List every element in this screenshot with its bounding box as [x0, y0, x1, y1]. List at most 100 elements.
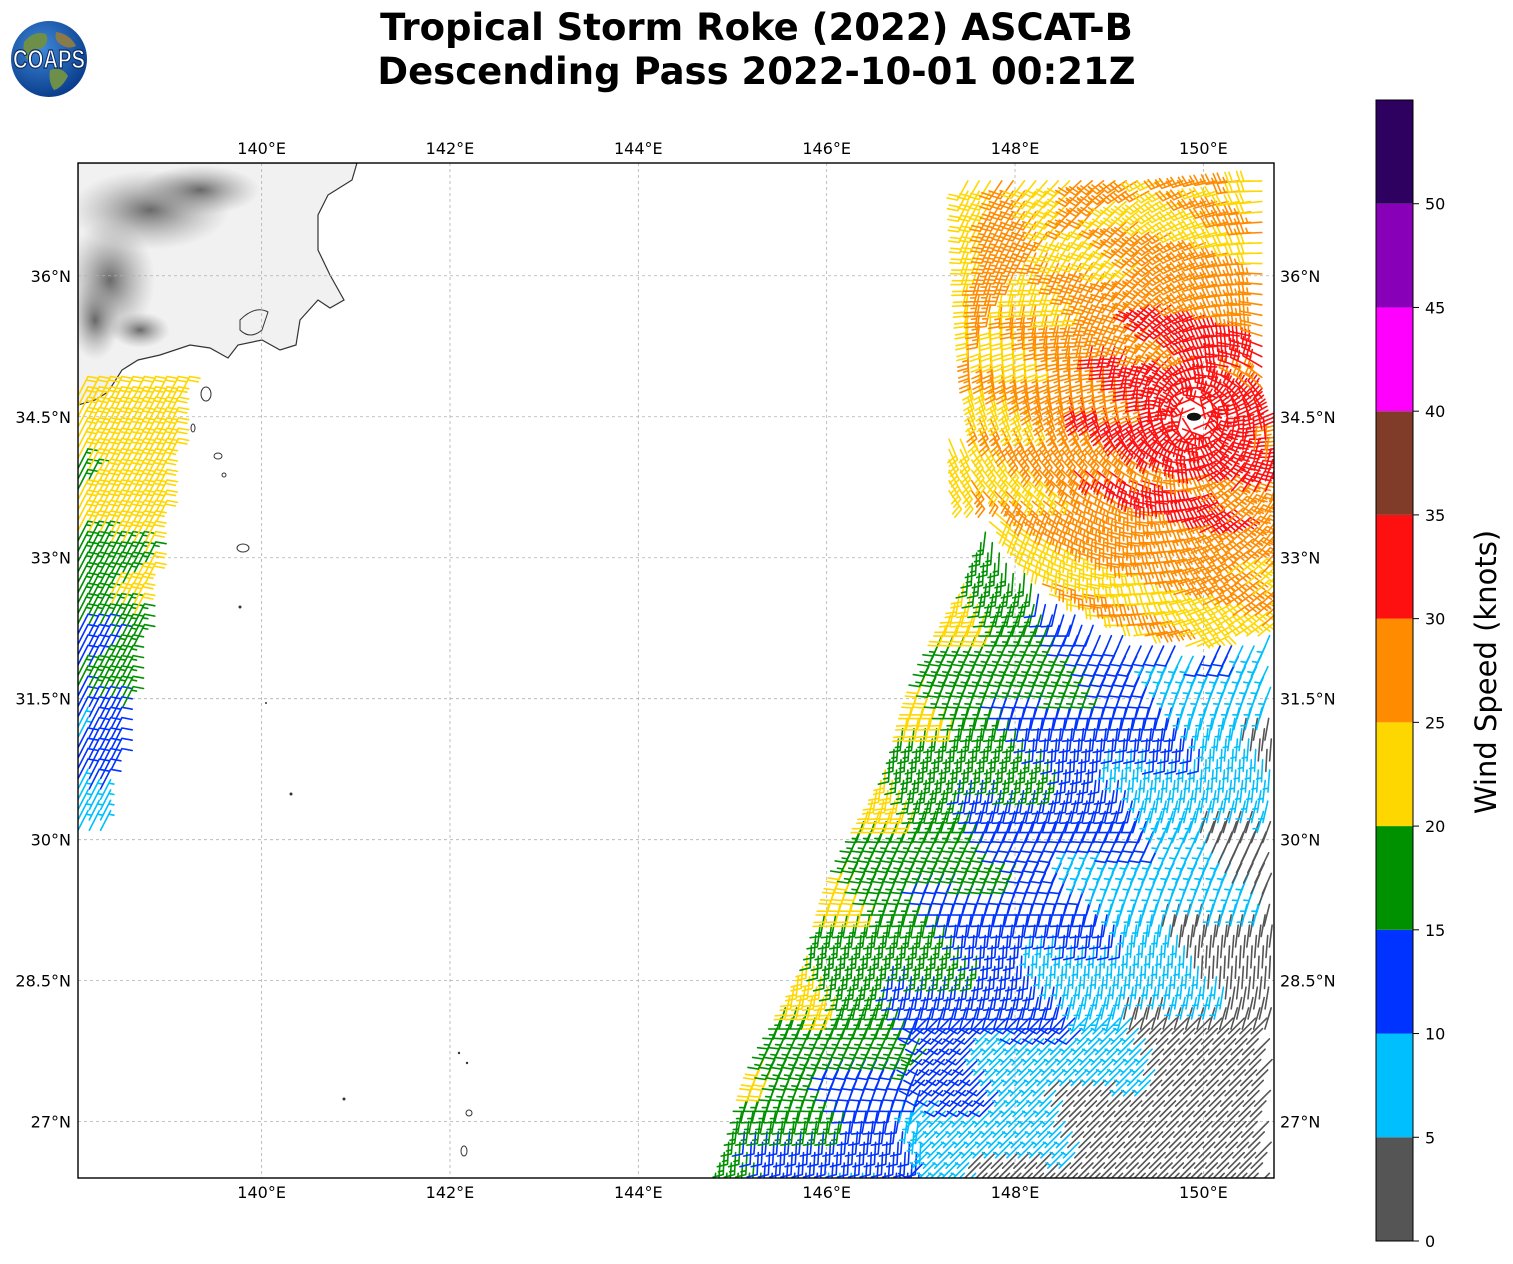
wind-barb — [978, 314, 992, 341]
wind-barb — [959, 1069, 986, 1087]
wind-barb — [1262, 528, 1274, 544]
wind-barb — [111, 747, 133, 769]
wind-barb — [1111, 417, 1125, 447]
wind-barb — [821, 945, 835, 972]
wind-barb — [1237, 1048, 1255, 1066]
wind-barb — [1235, 1079, 1253, 1097]
wind-barb — [1110, 190, 1139, 204]
wind-barb — [1247, 536, 1274, 554]
wind-barb — [1023, 428, 1036, 457]
wind-barb — [1145, 345, 1173, 362]
wind-barb — [1251, 1069, 1269, 1087]
wind-barb — [1225, 283, 1252, 296]
wind-barb — [1088, 1048, 1108, 1066]
wind-barb — [1013, 1120, 1032, 1138]
wind-barb — [1129, 1089, 1147, 1107]
wind-barb — [1210, 1058, 1228, 1076]
wind-barb — [1028, 562, 1050, 584]
wind-barb — [1039, 293, 1060, 317]
wind-barb — [1240, 1120, 1258, 1138]
wind-barb — [1102, 521, 1125, 540]
wind-barb — [1074, 934, 1088, 961]
wind-barb — [1118, 1058, 1138, 1076]
wind-barb — [1223, 779, 1233, 804]
colorbar-tick-label: 35 — [1425, 506, 1445, 525]
wind-barb — [1260, 914, 1266, 938]
wind-barb — [88, 375, 111, 397]
wind-barb — [1046, 614, 1065, 637]
wind-barb — [1233, 728, 1243, 752]
wind-barb — [1137, 1151, 1155, 1169]
lon-ticks-bottom: 140°E 142°E 144°E 146°E 148°E 150°E — [237, 1183, 1227, 1202]
lon-tick-label-top: 148°E — [991, 139, 1040, 158]
wind-barb — [1077, 738, 1092, 765]
wind-barb — [1163, 717, 1180, 743]
wind-barb — [1152, 1089, 1170, 1107]
wind-barb — [1146, 986, 1157, 1010]
wind-barb — [1107, 1141, 1125, 1159]
lat-tick-label-right: 33°N — [1280, 549, 1320, 568]
wind-barb — [946, 800, 964, 825]
lat-tick-label-left: 28.5°N — [15, 972, 71, 991]
wind-barb — [1050, 293, 1071, 316]
wind-barb — [1179, 738, 1193, 765]
wind-barb — [1150, 1172, 1158, 1178]
wind-barb — [1062, 314, 1082, 337]
wind-barb — [1014, 800, 1032, 825]
wind-barb — [946, 1100, 973, 1118]
wind-barb — [133, 603, 156, 625]
wind-barb — [943, 996, 960, 1021]
wind-barb — [1143, 645, 1165, 667]
wind-barb — [1135, 986, 1146, 1010]
wind-barb — [1168, 655, 1183, 677]
wind-barb — [1245, 955, 1249, 979]
wind-barb — [156, 375, 179, 397]
wind-barb — [974, 304, 992, 329]
wind-barb — [1171, 1151, 1189, 1169]
wind-barb — [1098, 1110, 1116, 1128]
wind-barb — [1125, 428, 1139, 457]
wind-barb — [1222, 1110, 1240, 1128]
colorbar-tick-label: 20 — [1425, 817, 1445, 836]
wind-barb — [1075, 945, 1084, 969]
wind-barb — [1015, 1141, 1035, 1159]
wind-barb — [814, 934, 828, 961]
wind-barb — [1200, 779, 1210, 804]
wind-barb — [1121, 810, 1140, 834]
wind-barb — [1067, 211, 1093, 230]
wind-barb — [901, 800, 919, 825]
wind-barb — [889, 1131, 904, 1157]
wind-barb — [1084, 1089, 1102, 1107]
wind-barb — [1048, 800, 1066, 825]
wind-barb — [1136, 1100, 1154, 1118]
wind-barb — [1013, 1151, 1031, 1169]
wind-barb — [1148, 1017, 1166, 1035]
wind-barb — [952, 1058, 979, 1076]
wind-barb — [825, 934, 840, 961]
wind-barb — [1032, 407, 1044, 436]
wind-barb — [976, 738, 990, 765]
wind-barb — [1155, 345, 1184, 359]
wind-barb — [957, 200, 980, 222]
wind-barb — [1025, 800, 1043, 825]
wind-barb — [954, 1027, 981, 1045]
wind-barb — [990, 1151, 1008, 1169]
wind-barb — [1006, 1110, 1026, 1128]
wind-barb — [1104, 769, 1113, 793]
wind-barb — [1133, 1027, 1151, 1045]
wind-barb — [1047, 355, 1060, 383]
wind-barb — [1247, 1131, 1265, 1149]
wind-barb — [927, 1162, 947, 1178]
wind-barb — [1083, 510, 1106, 533]
wind-barb — [1202, 1131, 1220, 1149]
wind-barb — [1250, 1017, 1268, 1035]
wind-barb — [1082, 1120, 1100, 1138]
wind-barb — [961, 934, 975, 961]
wind-barb — [983, 934, 998, 961]
wind-barb — [1047, 759, 1060, 785]
wind-barb — [990, 211, 1014, 232]
wind-barb — [1120, 759, 1128, 783]
wind-barb — [1082, 1172, 1090, 1178]
wind-barb — [955, 324, 969, 351]
wind-barb — [1202, 325, 1229, 337]
